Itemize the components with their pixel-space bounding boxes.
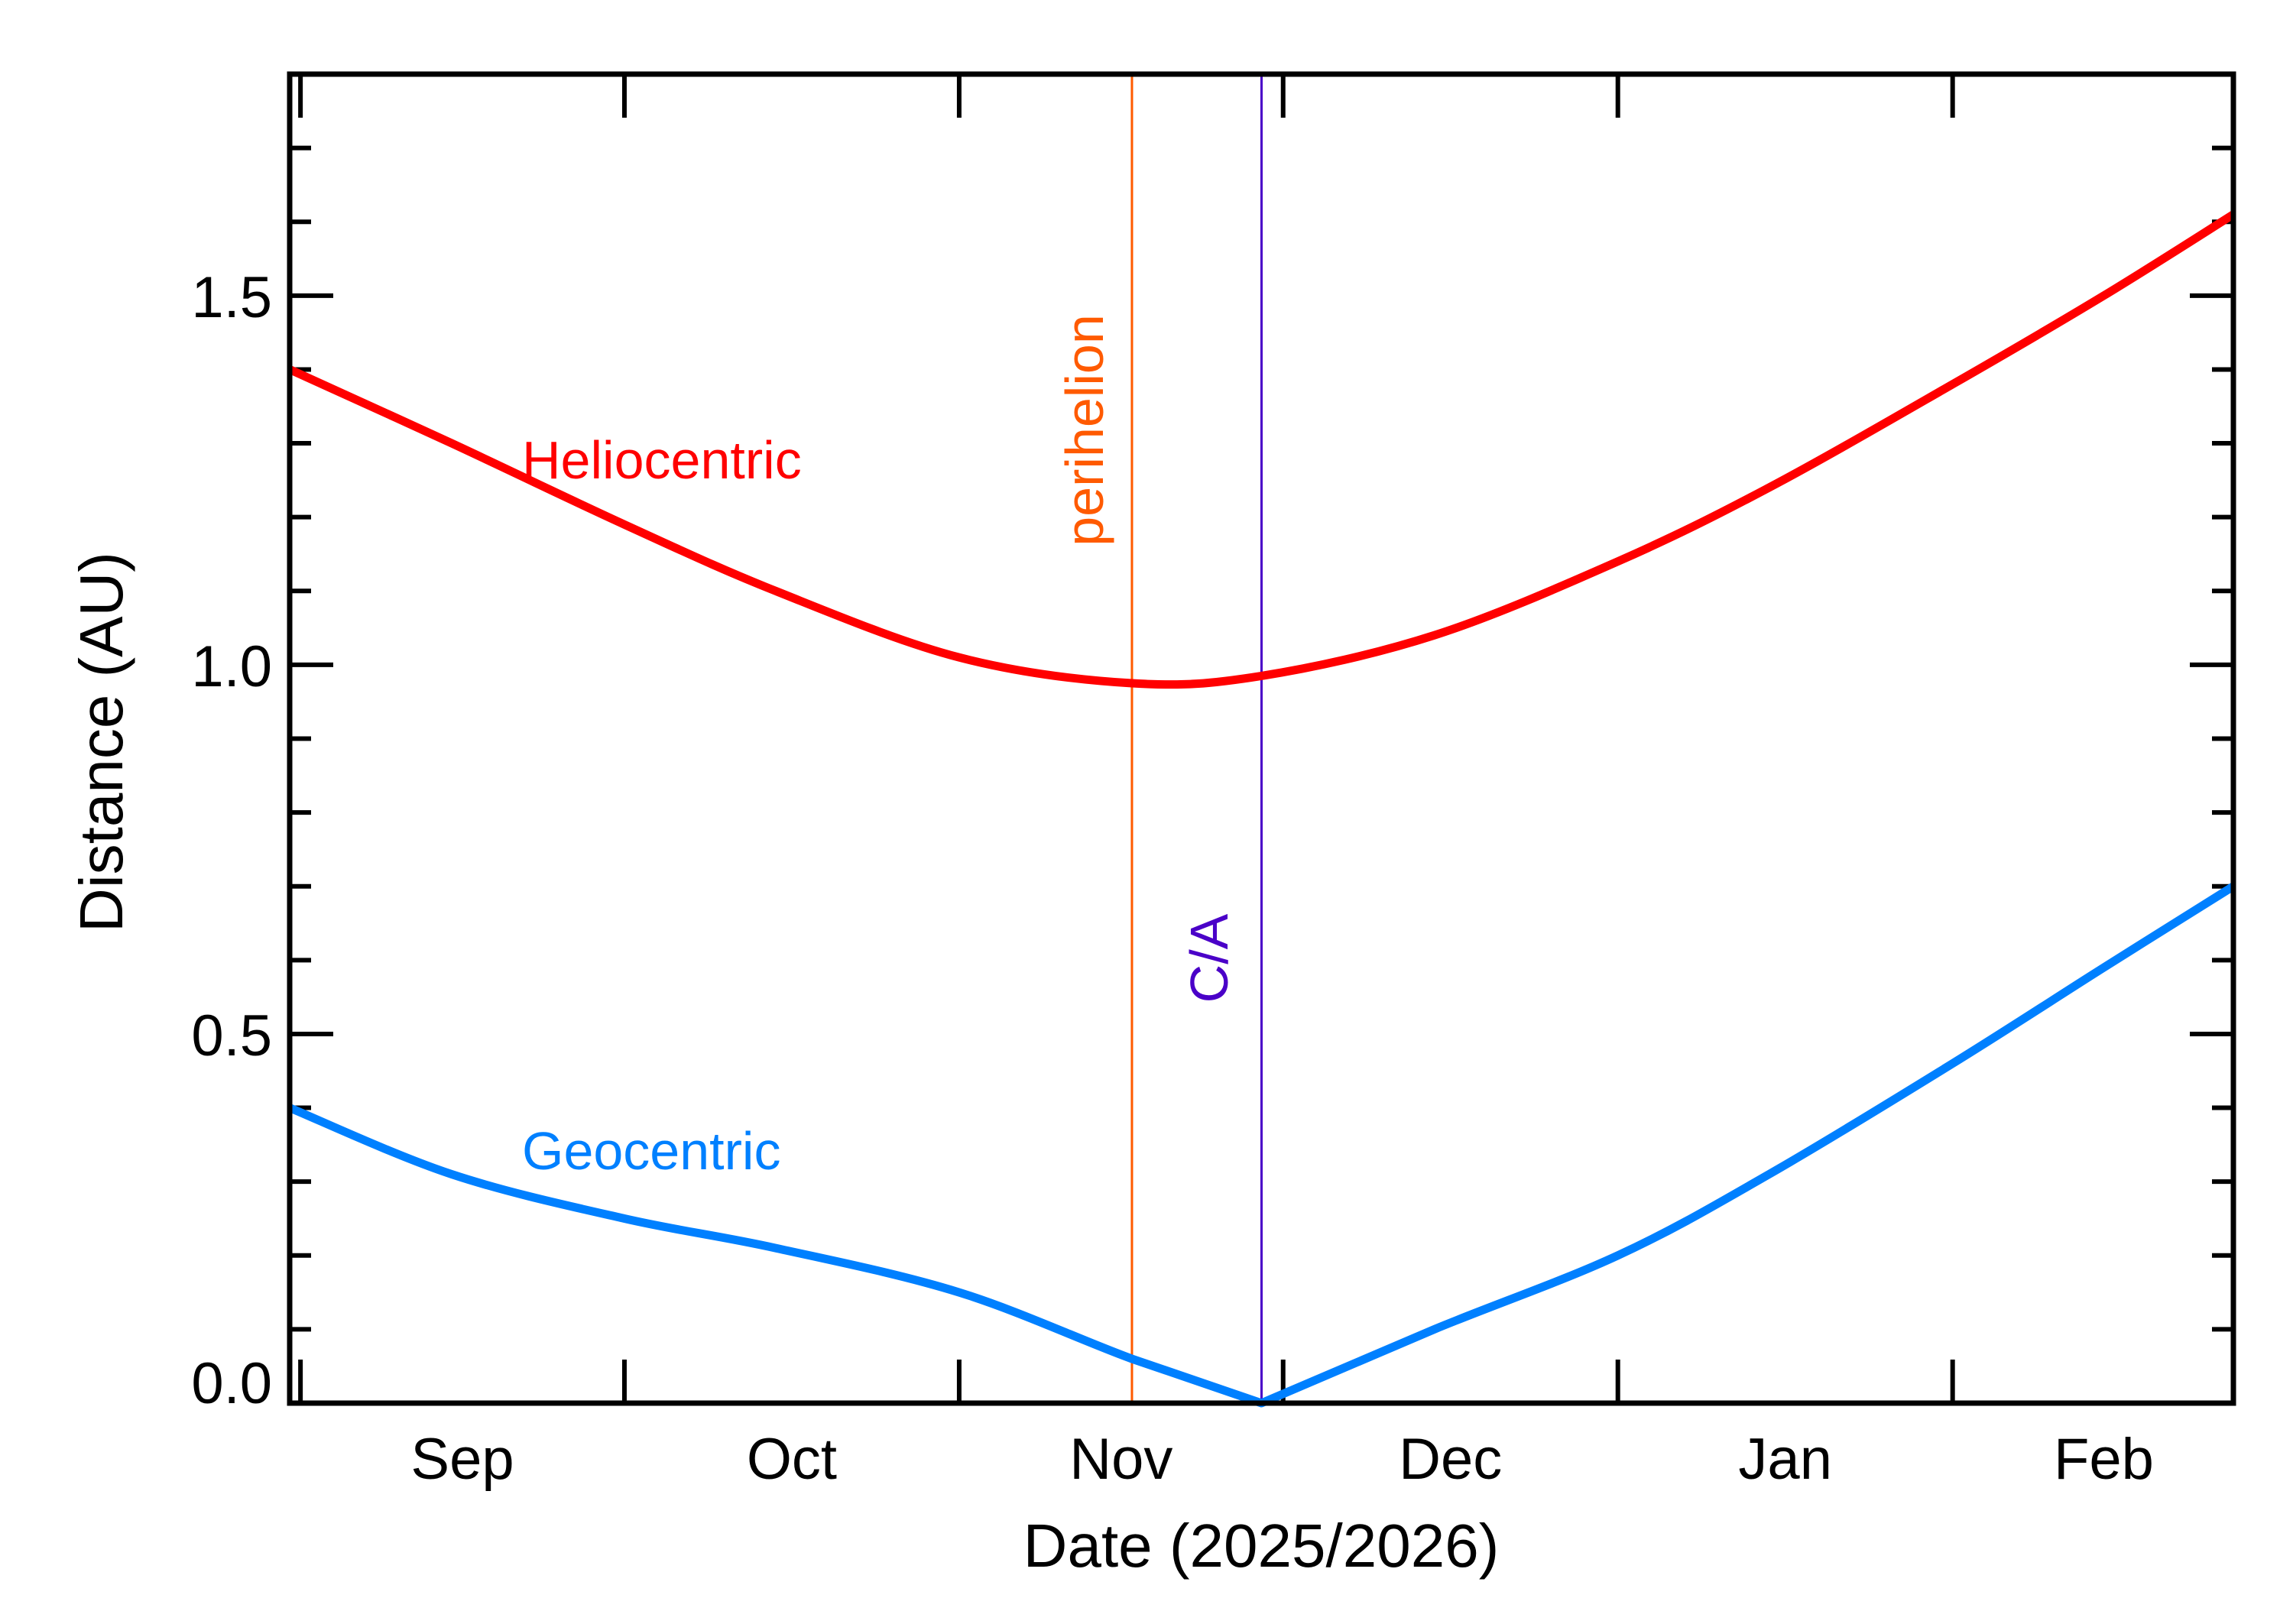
y-tick-label: 1.0 — [191, 634, 272, 699]
x-axis-title: Date (2025/2026) — [1023, 1512, 1500, 1580]
series-label-geocentric: Geocentric — [522, 1121, 780, 1181]
closest-approach-label: C/A — [1179, 913, 1239, 1003]
y-tick-label: 1.5 — [191, 265, 272, 330]
y-tick-label: 0.0 — [191, 1351, 272, 1416]
geocentric-line — [287, 883, 2236, 1408]
x-tick-label: Feb — [2054, 1427, 2154, 1492]
series-label-heliocentric: Heliocentric — [522, 430, 802, 490]
event-lines — [1130, 74, 1263, 1403]
y-tick-labels: 0.0 0.5 1.0 1.5 — [191, 265, 272, 1416]
x-tick-label: Nov — [1069, 1427, 1172, 1492]
x-tick-label: Oct — [747, 1427, 837, 1492]
x-tick-label: Jan — [1738, 1427, 1832, 1492]
x-tick-label: Sep — [410, 1427, 514, 1492]
plot-frame — [287, 71, 2236, 1406]
perihelion-label: perihelion — [1055, 314, 1114, 546]
y-axis-title: Distance (AU) — [67, 552, 135, 932]
y-tick-label: 0.5 — [191, 1003, 272, 1068]
x-tick-labels: Sep Oct Nov Dec Jan Feb — [410, 1427, 2154, 1492]
x-tick-label: Dec — [1399, 1427, 1502, 1492]
series-lines — [287, 210, 2236, 1408]
heliocentric-line — [287, 210, 2236, 689]
